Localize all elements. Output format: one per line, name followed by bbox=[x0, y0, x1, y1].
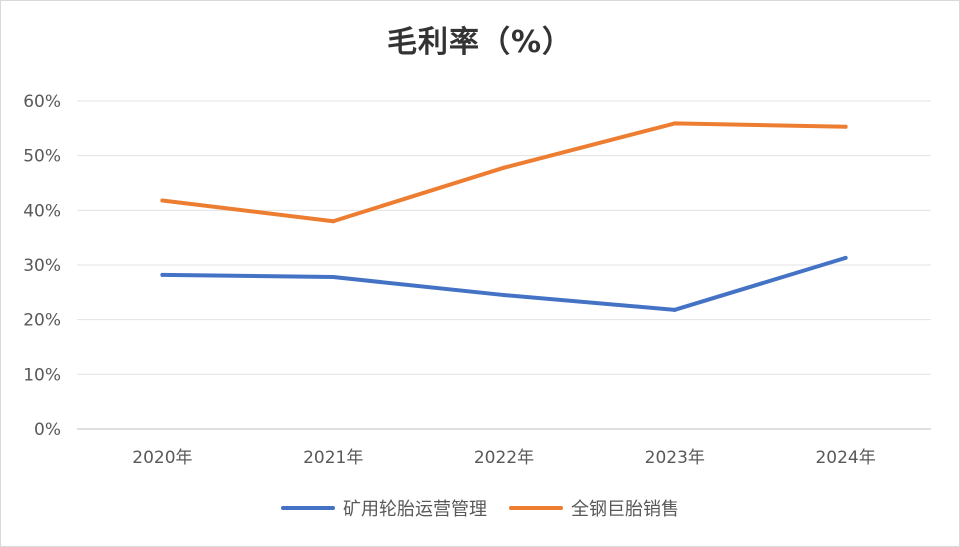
series-line-1 bbox=[160, 121, 848, 224]
legend-item-giant-tire-sales: 全钢巨胎销售 bbox=[509, 495, 679, 521]
data-point bbox=[843, 255, 848, 260]
y-tick-label: 20% bbox=[23, 311, 61, 331]
legend-swatch-blue bbox=[281, 506, 335, 510]
y-tick-label: 30% bbox=[23, 256, 61, 276]
legend-label: 矿用轮胎运营管理 bbox=[343, 499, 487, 520]
data-point bbox=[672, 307, 677, 312]
legend: 矿用轮胎运营管理 全钢巨胎销售 bbox=[1, 495, 959, 521]
y-tick-label: 60% bbox=[23, 92, 61, 112]
data-point bbox=[672, 121, 677, 126]
x-tick-label: 2022年 bbox=[474, 448, 534, 468]
x-tick-label: 2024年 bbox=[815, 448, 875, 468]
chart-title: 毛利率（%） bbox=[386, 25, 574, 60]
data-point bbox=[843, 124, 848, 129]
data-point bbox=[502, 293, 506, 298]
data-point bbox=[502, 165, 506, 170]
legend-swatch-orange bbox=[509, 506, 563, 510]
y-tick-label: 40% bbox=[23, 201, 61, 221]
data-point bbox=[331, 219, 336, 224]
y-tick-label: 10% bbox=[23, 365, 61, 385]
x-tick-label: 2020年 bbox=[132, 448, 192, 468]
series-line-0 bbox=[160, 255, 848, 312]
data-point bbox=[160, 272, 165, 277]
y-tick-label: 0% bbox=[34, 420, 61, 440]
legend-item-mining-tire-operation: 矿用轮胎运营管理 bbox=[281, 495, 487, 521]
y-tick-label: 50% bbox=[23, 147, 61, 167]
x-tick-label: 2021年 bbox=[303, 448, 363, 468]
x-tick-label: 2023年 bbox=[645, 448, 705, 468]
data-point bbox=[160, 198, 165, 203]
data-point bbox=[331, 275, 336, 280]
legend-label: 全钢巨胎销售 bbox=[571, 499, 679, 520]
